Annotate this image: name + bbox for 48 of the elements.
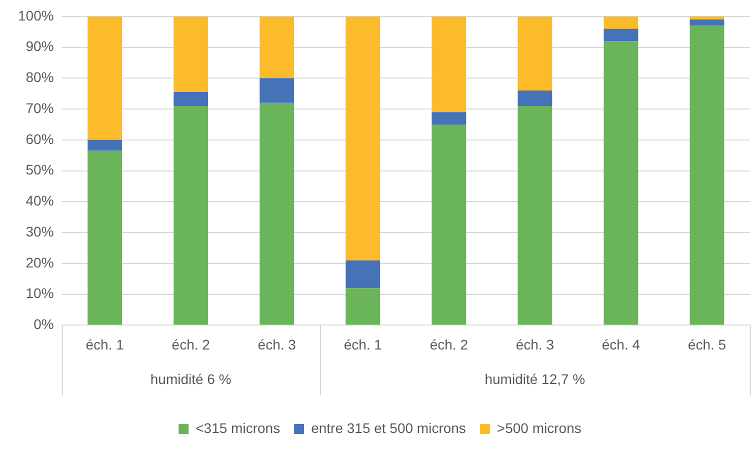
bar xyxy=(174,106,208,325)
bar xyxy=(518,90,552,106)
y-tick-label: 90% xyxy=(26,38,54,54)
bar xyxy=(260,102,294,325)
bar xyxy=(690,16,724,20)
bar xyxy=(518,106,552,325)
bar xyxy=(88,140,122,151)
x-tick-label: éch. 3 xyxy=(258,336,296,352)
bar xyxy=(174,16,208,92)
bar xyxy=(604,41,638,325)
text: humidité 12,7 % xyxy=(484,371,586,388)
bar xyxy=(432,16,466,112)
y-tick-label: 30% xyxy=(26,223,54,240)
x-tick-label: éch. 2 xyxy=(430,336,468,352)
y-tick-label: 70% xyxy=(26,100,54,116)
x-tick-label: éch. 4 xyxy=(602,336,640,352)
bar xyxy=(604,28,638,42)
legend-label: <315 microns xyxy=(196,420,280,436)
legend-label: entre 315 et 500 microns xyxy=(311,420,466,436)
bar xyxy=(260,16,294,78)
y-tick-label: 10% xyxy=(26,285,54,302)
y-tick-label: 50% xyxy=(26,162,54,178)
bar xyxy=(174,92,208,106)
x-tick-label: éch. 5 xyxy=(688,336,726,352)
y-tick-label: 20% xyxy=(26,254,54,270)
y-tick-label: 40% xyxy=(26,192,54,209)
bar xyxy=(260,78,294,103)
y-tick-label: 0% xyxy=(34,316,54,332)
x-tick-label: éch. 2 xyxy=(172,336,210,352)
bar xyxy=(346,288,380,325)
y-tick-label: 60% xyxy=(26,130,54,147)
y-tick-label: 80% xyxy=(26,69,54,86)
x-tick-label: éch. 1 xyxy=(86,336,124,352)
legend-label: >500 microns xyxy=(496,420,582,436)
bar xyxy=(690,26,724,325)
bar xyxy=(432,112,466,124)
bar xyxy=(88,150,122,325)
bar xyxy=(88,16,122,140)
x-tick-label: éch. 3 xyxy=(516,336,554,352)
bar xyxy=(432,124,466,325)
text: humidité 6 % xyxy=(150,371,232,388)
bar xyxy=(518,16,552,91)
bar xyxy=(346,260,380,288)
bar xyxy=(690,19,724,26)
bar xyxy=(346,16,380,260)
x-tick-label: éch. 1 xyxy=(344,336,382,352)
bar xyxy=(604,16,638,29)
y-tick-label: 100% xyxy=(18,7,54,24)
